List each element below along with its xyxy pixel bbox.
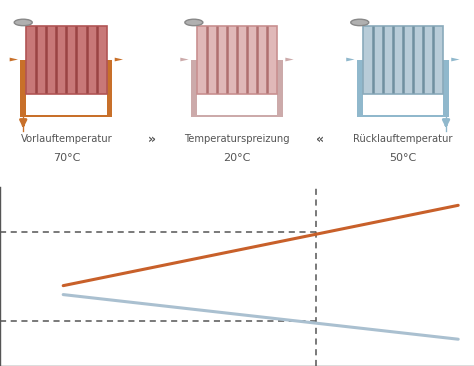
Bar <box>363 26 443 94</box>
Circle shape <box>185 19 203 26</box>
Text: 70°C: 70°C <box>53 153 80 163</box>
Text: «: « <box>316 132 324 146</box>
Polygon shape <box>115 57 123 61</box>
Bar <box>107 60 112 117</box>
Bar <box>277 60 283 117</box>
Polygon shape <box>9 57 18 61</box>
Text: Temperaturspreizung: Temperaturspreizung <box>184 134 290 144</box>
Bar <box>20 60 26 117</box>
Circle shape <box>351 19 369 26</box>
Circle shape <box>14 19 32 26</box>
Bar <box>357 115 449 117</box>
Bar <box>357 60 363 117</box>
Polygon shape <box>180 57 189 61</box>
Text: 50°C: 50°C <box>389 153 417 163</box>
Bar <box>443 60 449 117</box>
Text: Rücklauftemperatur: Rücklauftemperatur <box>353 134 453 144</box>
Bar <box>26 26 107 94</box>
Text: »: » <box>148 132 155 146</box>
Bar <box>191 115 283 117</box>
Polygon shape <box>285 57 294 61</box>
Bar <box>191 60 197 117</box>
Polygon shape <box>346 57 355 61</box>
Bar <box>197 26 277 94</box>
Text: Vorlauftemperatur: Vorlauftemperatur <box>20 134 112 144</box>
Bar <box>20 115 112 117</box>
Polygon shape <box>451 57 460 61</box>
Text: 20°C: 20°C <box>223 153 251 163</box>
